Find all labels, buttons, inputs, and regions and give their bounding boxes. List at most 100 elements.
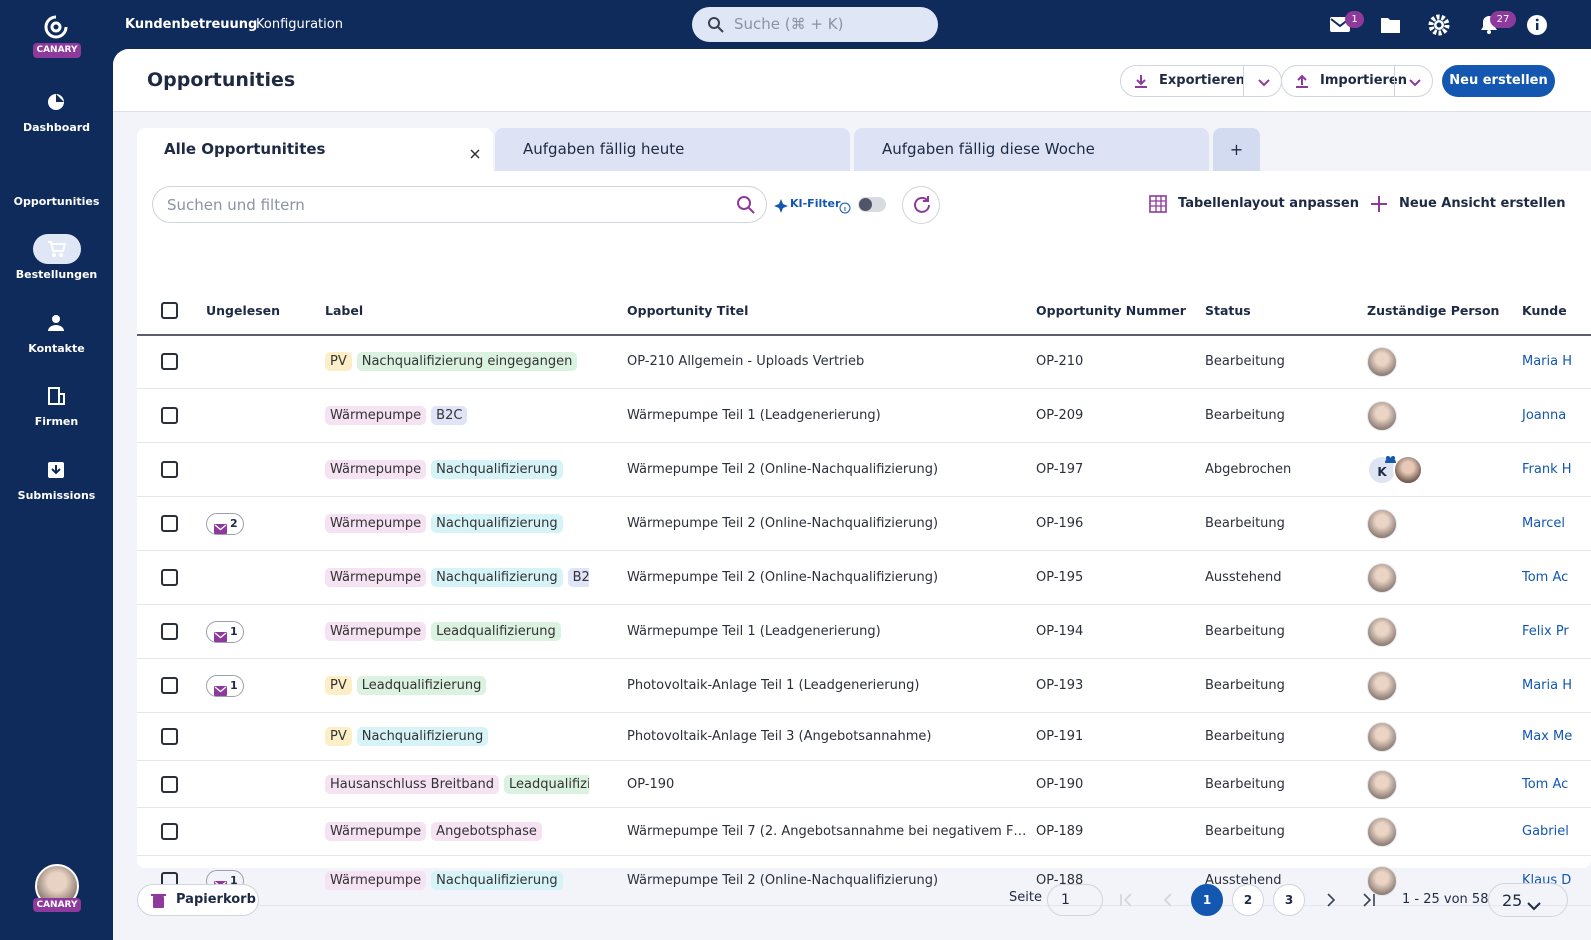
column-header[interactable]: Status xyxy=(1205,303,1251,318)
customer-link[interactable]: Joanna xyxy=(1522,408,1567,423)
person-avatar xyxy=(1367,563,1397,593)
opportunity-title[interactable]: Wärmepumpe Teil 2 (Online-Nachqualifizie… xyxy=(627,516,939,531)
customer-link[interactable]: Maria H xyxy=(1522,678,1573,693)
customer-link[interactable]: Marcel xyxy=(1522,516,1565,531)
nav-item[interactable]: Opportunities xyxy=(13,194,100,208)
row-checkbox[interactable] xyxy=(161,569,178,586)
filter-search-icon-svg xyxy=(737,196,755,214)
page-button[interactable]: 2 xyxy=(1232,884,1264,916)
column-header[interactable]: Zuständige Person xyxy=(1367,303,1500,318)
nav-item[interactable]: Submissions xyxy=(17,488,96,502)
trash-button[interactable]: Papierkorb xyxy=(137,884,259,916)
label-chip: Wärmepumpe xyxy=(325,460,427,479)
topnav-item[interactable]: Kundenbetreuung xyxy=(125,17,258,32)
customer-link[interactable]: Frank H xyxy=(1522,462,1572,477)
column-header[interactable]: Ungelesen xyxy=(206,303,281,318)
opportunity-title[interactable]: Wärmepumpe Teil 2 (Online-Nachqualifizie… xyxy=(627,462,939,477)
nav-icon xyxy=(46,386,67,411)
column-header[interactable]: Opportunity Nummer xyxy=(1036,303,1186,318)
nav-item[interactable]: Dashboard xyxy=(22,121,91,134)
opportunity-title[interactable]: Wärmepumpe Teil 7 (2. Angebotsannahme be… xyxy=(627,824,1027,839)
status: Bearbeitung xyxy=(1205,729,1285,744)
layout-button[interactable]: Tabellenlayout anpassen xyxy=(1178,196,1359,211)
table-row[interactable]: PV Nachqualifizierung Photovoltaik-Anlage … xyxy=(137,713,1591,761)
header-divider xyxy=(137,334,1591,336)
global-search[interactable]: Suche (⌘ + K) xyxy=(692,7,938,42)
view-tab[interactable]: + xyxy=(1213,128,1260,171)
label-chip: Leadqualifizierung xyxy=(356,676,487,695)
filter-search[interactable]: Suchen und filtern xyxy=(152,186,767,223)
customer-link[interactable]: Max Me xyxy=(1522,729,1573,744)
table-row[interactable]: Wärmepumpe B2C Wärmepumpe Teil 1 (Leadgene… xyxy=(137,389,1591,443)
opportunity-title[interactable]: Wärmepumpe Teil 2 (Online-Nachqualifizie… xyxy=(627,570,939,585)
table-row[interactable]: 1 Wärmepumpe Nachqualifizierung Wärmepumpe … xyxy=(137,856,1591,906)
row-checkbox[interactable] xyxy=(161,515,178,532)
row-checkbox[interactable] xyxy=(161,353,178,370)
nav-icon xyxy=(46,239,67,264)
column-header[interactable]: Label xyxy=(325,303,364,318)
ai-info xyxy=(839,199,851,218)
opportunity-title[interactable]: Wärmepumpe Teil 1 (Leadgenerierung) xyxy=(627,408,881,423)
table-row[interactable]: 2 Wärmepumpe Nachqualifizierung Wärmepumpe … xyxy=(137,497,1591,551)
table-row[interactable]: Hausanschluss BreitbandLeadqualifizierun… xyxy=(137,761,1591,808)
folder-icon-svg xyxy=(1381,18,1400,33)
page-size[interactable]: 25 xyxy=(1488,883,1568,917)
opportunity-title[interactable]: Photovoltaik-Anlage Teil 3 (Angebotsanna… xyxy=(627,729,932,744)
action-button[interactable]: Exportieren xyxy=(1120,65,1282,97)
global-search-placeholder: Suche (⌘ + K) xyxy=(734,15,844,33)
action-button[interactable]: Importieren xyxy=(1281,65,1433,97)
view-tab[interactable]: Aufgaben fällig diese Woche xyxy=(854,128,1209,171)
customer-link[interactable]: Maria H xyxy=(1522,354,1573,369)
customer-link[interactable]: Tom Ac xyxy=(1522,776,1569,792)
team-icon xyxy=(1385,448,1396,467)
opportunity-title[interactable]: OP-190 xyxy=(627,776,675,792)
row-checkbox[interactable] xyxy=(161,775,178,793)
row-checkbox[interactable] xyxy=(161,623,178,640)
customer-link[interactable]: Felix Pr xyxy=(1522,624,1569,639)
column-header[interactable]: Opportunity Titel xyxy=(627,303,749,318)
header-checkbox[interactable] xyxy=(161,302,178,319)
row-checkbox[interactable] xyxy=(161,823,178,840)
customer-link[interactable]: Gabriel xyxy=(1522,824,1569,839)
label-chip: Nachqualifizierung xyxy=(356,727,489,746)
column-header[interactable]: Kunde xyxy=(1522,303,1567,318)
row-checkbox[interactable] xyxy=(161,461,178,478)
page-button[interactable]: 1 xyxy=(1191,884,1223,916)
row-checkbox[interactable] xyxy=(161,677,178,694)
page-input[interactable]: 1 xyxy=(1047,884,1103,916)
table-row[interactable]: WärmepumpeNachqualifizierungB2B Wärmepump… xyxy=(137,551,1591,605)
row-checkbox[interactable] xyxy=(161,407,178,424)
new-view-icon-svg xyxy=(1371,196,1387,212)
table-row[interactable]: 1 Wärmepumpe Leadqualifizierung Wärmepumpe … xyxy=(137,605,1591,659)
customer-link[interactable]: Tom Ac xyxy=(1522,570,1569,585)
page-button[interactable]: 3 xyxy=(1273,884,1305,916)
nav-item[interactable]: Kontakte xyxy=(28,341,85,355)
table-row[interactable]: PV Nachqualifizierung eingegangen OP-210 A… xyxy=(137,335,1591,389)
row-checkbox[interactable] xyxy=(161,728,178,745)
label-list: Wärmepumpe Nachqualifizierung xyxy=(325,512,589,533)
label-list: Wärmepumpe Angebotsphase xyxy=(325,820,589,841)
label-list: WärmepumpeNachqualifizierungB2B xyxy=(325,566,589,587)
info-icon xyxy=(1526,14,1548,40)
primary-button[interactable]: Neu erstellen xyxy=(1442,65,1555,97)
opportunity-title[interactable]: Photovoltaik-Anlage Teil 1 (Leadgenerier… xyxy=(627,678,920,693)
opportunity-title[interactable]: Wärmepumpe Teil 2 (Online-Nachqualifizie… xyxy=(627,873,939,888)
view-tab[interactable]: Aufgaben fällig heute xyxy=(495,128,850,171)
view-tab[interactable]: Alle Opportunitites xyxy=(137,128,493,171)
nav-item[interactable]: Firmen xyxy=(34,415,79,428)
opportunity-title[interactable]: Wärmepumpe Teil 1 (Leadgenerierung) xyxy=(627,624,881,639)
label-list: PV Nachqualifizierung xyxy=(325,725,589,746)
ai-filter-label[interactable]: KI-Filter xyxy=(790,197,841,210)
table-row[interactable]: Wärmepumpe Angebotsphase Wärmepumpe Teil 7… xyxy=(137,808,1591,856)
unread-icon xyxy=(214,681,227,700)
opportunity-title[interactable]: OP-210 Allgemein - Uploads Vertrieb xyxy=(627,354,865,369)
table-row[interactable]: 1 PV Leadqualifizierung Photovoltaik-Anlage… xyxy=(137,659,1591,713)
folder-icon xyxy=(1380,15,1401,38)
refresh-button[interactable] xyxy=(902,186,940,224)
table-row[interactable]: Wärmepumpe Nachqualifizierung Wärmepumpe T… xyxy=(137,443,1591,497)
new-view-button[interactable]: Neue Ansicht erstellen xyxy=(1399,196,1566,211)
action-dropdown xyxy=(1257,76,1271,92)
nav-item[interactable]: Bestellungen xyxy=(15,268,98,281)
topnav-item[interactable]: Konfiguration xyxy=(256,17,343,32)
